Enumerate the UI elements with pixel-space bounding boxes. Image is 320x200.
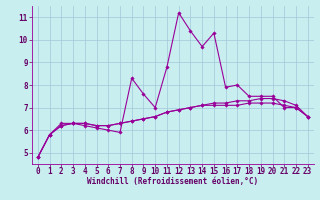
X-axis label: Windchill (Refroidissement éolien,°C): Windchill (Refroidissement éolien,°C) [87,177,258,186]
